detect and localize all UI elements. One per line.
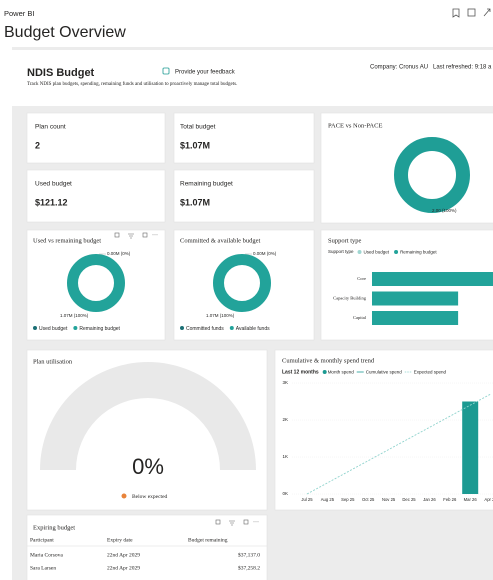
x-tick-label: Oct 25	[362, 497, 375, 502]
bar	[372, 291, 459, 306]
table-cell: Maria Corsova	[30, 552, 63, 558]
legend-dot	[357, 250, 362, 254]
visual	[173, 229, 315, 341]
filter-label: Last 12 months	[282, 369, 319, 375]
gauge-track	[40, 361, 256, 470]
toolbar-icons[interactable]	[452, 8, 491, 18]
card-label: Remaining budget	[180, 181, 233, 188]
table-cell: Sara Larsen	[30, 565, 56, 571]
visual	[26, 514, 268, 580]
card-label: Total budget	[180, 124, 216, 131]
gauge-label: 0%	[132, 454, 164, 479]
table-cell: 22nd Apr 2029	[107, 552, 140, 558]
card	[26, 112, 166, 164]
visual-title: PACE vs Non-PACE	[328, 122, 382, 129]
visual-icons[interactable]	[114, 232, 249, 526]
bar	[462, 401, 479, 494]
y-tick-label: 1K	[282, 454, 288, 459]
x-tick-label: Jul 25	[301, 497, 313, 502]
legend-dot	[33, 326, 37, 330]
y-tick-label: 0K	[282, 491, 288, 496]
donut-slice	[67, 254, 125, 312]
x-tick-label: Feb 26	[443, 497, 457, 502]
card-label: Plan count	[35, 124, 66, 131]
card	[173, 112, 315, 164]
refreshed: Last refreshed: 9:18 a	[433, 65, 492, 71]
y-tick-label: 3K	[282, 380, 288, 385]
card-value: 2	[35, 140, 40, 150]
legend-dot	[229, 326, 234, 330]
report-title: NDIS Budget	[27, 67, 95, 79]
legend-dot	[121, 493, 127, 499]
legend-label: Committed funds	[186, 326, 224, 332]
data-label: 0.00M (0%)	[253, 251, 277, 256]
legend-label: Month spend	[328, 370, 355, 375]
data-label: 1.07M (100%)	[206, 313, 235, 318]
card-value: $1.07M	[180, 197, 210, 207]
data-label: 2.00 (100%)	[432, 208, 457, 213]
feedback-link[interactable]: Provide your feedback	[175, 70, 236, 76]
more-options[interactable]: ···	[253, 520, 259, 526]
y-tick-label: 2K	[282, 417, 288, 422]
report-header	[12, 50, 493, 106]
card	[26, 169, 166, 223]
donut-slice	[213, 254, 271, 312]
x-tick-label: Jan 26	[423, 497, 436, 502]
category-label: Capital	[353, 315, 367, 320]
bar	[372, 272, 493, 286]
bar	[372, 311, 459, 325]
legend-label: Used budget	[364, 250, 390, 255]
card-value: $121.12	[35, 197, 68, 207]
legend-label: Available funds	[236, 326, 270, 332]
table-cell: 22nd Apr 2029	[107, 565, 140, 571]
column-header: Budget remaining	[188, 537, 228, 543]
legend-dot	[73, 326, 78, 330]
legend-dot	[322, 370, 327, 374]
legend-label: Remaining budget	[400, 250, 437, 255]
donut-slice	[394, 137, 470, 213]
legend-label: Below expected	[132, 494, 168, 500]
visual	[274, 349, 493, 511]
x-tick-label: Mar 26	[464, 497, 478, 502]
column-header: Participant	[30, 537, 54, 543]
visual-title: Support type	[328, 237, 362, 244]
card-label: Used budget	[35, 181, 72, 188]
x-tick-label: Dec 25	[402, 497, 416, 502]
card-value: $1.07M	[180, 140, 210, 150]
category-label: Capacity Building	[333, 296, 367, 301]
legend-label: Cumulative spend	[366, 370, 403, 375]
x-tick-label: Sep 25	[341, 497, 355, 502]
x-tick-label: Aug 25	[321, 497, 335, 502]
table-cell: $37,258.2	[238, 564, 260, 571]
column-header: Expiry date	[107, 537, 133, 543]
legend-label: Remaining budget	[79, 326, 120, 332]
x-tick-label: Nov 25	[382, 497, 396, 502]
report-subtitle: Track NDIS plan budgets, spending, remai…	[27, 82, 237, 87]
feedback-icon[interactable]	[162, 67, 170, 75]
legend-title: Support type	[328, 249, 354, 254]
visual	[26, 229, 166, 341]
visual-title: Cumulative & monthly spend trend	[282, 357, 375, 364]
visual-title: Expiring budget	[33, 524, 75, 531]
table-cell: $37,137.0	[238, 551, 260, 558]
category-label: Core	[357, 276, 366, 281]
x-tick-label: Apr 26	[484, 497, 493, 502]
visual-title: Committed & available budget	[180, 237, 261, 244]
legend-label: Used budget	[39, 326, 68, 332]
page-title: Budget Overview	[4, 24, 126, 41]
visual-title: Used vs remaining budget	[33, 237, 101, 244]
app-name: Power BI	[4, 9, 34, 18]
visual-title: Plan utilisation	[33, 358, 73, 365]
company: Company: Cronus AU	[370, 65, 428, 71]
legend-dot	[394, 250, 399, 254]
legend-dot	[180, 326, 184, 330]
legend-label: Expected spend	[414, 370, 447, 375]
more-options[interactable]: ···	[152, 233, 158, 239]
data-label: 1.07M (100%)	[60, 313, 89, 318]
data-label: 0.00M (0%)	[107, 251, 131, 256]
card	[173, 169, 315, 223]
